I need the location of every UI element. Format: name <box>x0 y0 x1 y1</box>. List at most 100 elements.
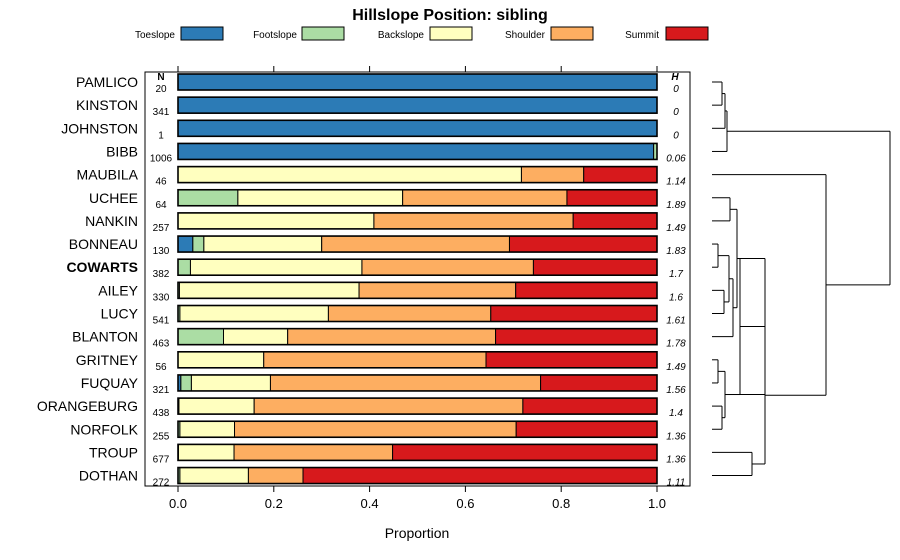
n-value-johnston: 1 <box>158 130 164 141</box>
bar-segment-uchee-summit <box>566 189 658 207</box>
plot-panel <box>144 71 691 487</box>
bar-segment-bonneau-summit <box>508 235 658 253</box>
bars <box>177 73 658 485</box>
bar-row-troup <box>177 443 658 462</box>
bar-segment-blanton-backslope <box>223 328 289 346</box>
bar-segment-cowarts-footslope <box>177 258 191 276</box>
x-tick-label-0: 0.0 <box>169 496 187 511</box>
legend-label-summit: Summit <box>625 30 659 41</box>
h-values: 0 0 0 0.06 1.14 1.89 1.49 1.83 1.7 1.6 1.61 1.78 1.4… <box>666 84 686 489</box>
bar-segment-ailey-shoulder <box>358 281 517 299</box>
bar-row-fuquay <box>177 374 658 392</box>
bar-outline-nankin <box>177 212 658 230</box>
bar-segment-blanton-shoulder <box>287 328 497 346</box>
n-column-header: N <box>157 72 164 83</box>
row-label-bibb: BIBB <box>106 143 138 159</box>
h-value-ailey: 1.6 <box>669 292 683 303</box>
bar-segment-bonneau-shoulder <box>321 235 510 253</box>
legend-label-footslope: Footslope <box>253 30 297 41</box>
bar-outline-johnston <box>177 119 658 138</box>
bar-outline-norfolk <box>177 420 658 439</box>
top-ticks <box>177 66 658 72</box>
bar-segment-norfolk-summit <box>515 420 658 438</box>
bar-segment-gritney-backslope <box>177 351 265 369</box>
h-value-bibb: 0.06 <box>666 153 686 164</box>
bar-outline-blanton <box>177 327 658 346</box>
bar-segment-bibb-toeslope <box>177 142 655 160</box>
bar-segment-nankin-backslope <box>177 212 375 230</box>
bar-segment-cowarts-shoulder <box>361 258 534 276</box>
bar-segment-dothan-backslope <box>179 467 249 485</box>
bar-row-bibb <box>177 142 658 161</box>
x-tick-label-2: 0.4 <box>361 496 379 511</box>
bar-row-nankin <box>177 212 658 230</box>
n-value-norfolk: 255 <box>153 431 170 442</box>
bar-segment-dothan-summit <box>302 467 658 485</box>
bar-segment-uchee-backslope <box>237 189 404 207</box>
legend-swatch-toeslope <box>180 26 224 41</box>
row-label-kinston: KINSTON <box>76 97 138 113</box>
h-value-orangeburg: 1.4 <box>669 408 683 419</box>
bar-row-dothan <box>177 466 658 485</box>
row-label-blanton: BLANTON <box>72 329 138 345</box>
bar-row-norfolk <box>177 420 658 439</box>
row-label-lucy: LUCY <box>101 306 139 322</box>
dendrogram <box>712 81 891 477</box>
row-label-orangeburg: ORANGEBURG <box>37 398 138 414</box>
row-label-uchee: UCHEE <box>89 190 138 206</box>
row-label-fuquay: FUQUAY <box>81 375 139 391</box>
bar-segment-uchee-shoulder <box>402 189 568 207</box>
legend-swatch-shoulder <box>550 26 594 41</box>
x-axis: 0.0 0.2 0.4 0.6 0.8 1.0 <box>169 486 666 511</box>
bar-segment-bonneau-backslope <box>203 235 323 253</box>
legend-label-shoulder: Shoulder <box>505 30 546 41</box>
legend-label-backslope: Backslope <box>378 30 425 41</box>
row-label-maubila: MAUBILA <box>77 167 139 183</box>
n-value-blanton: 463 <box>153 339 170 350</box>
bar-segment-maubila-summit <box>583 166 658 184</box>
bar-outline-maubila <box>177 165 658 184</box>
h-value-johnston: 0 <box>673 130 679 141</box>
bar-row-ailey <box>177 281 658 300</box>
bar-segment-troup-summit <box>392 443 658 461</box>
n-value-gritney: 56 <box>155 362 167 373</box>
bar-row-gritney <box>177 350 658 369</box>
n-value-cowarts: 382 <box>153 269 170 280</box>
bar-outline-troup <box>177 443 658 462</box>
bar-segment-fuquay-backslope <box>190 374 271 392</box>
bar-row-bonneau <box>177 235 658 253</box>
row-label-troup: TROUP <box>89 444 138 460</box>
h-value-uchee: 1.89 <box>666 200 686 211</box>
n-value-bonneau: 130 <box>153 246 170 257</box>
row-label-ailey: AILEY <box>98 282 138 298</box>
bar-segment-orangeburg-summit <box>522 397 658 415</box>
bar-outline-ailey <box>177 281 658 300</box>
bar-segment-ailey-summit <box>515 281 658 299</box>
bar-outline-pamlico <box>177 73 658 91</box>
bar-segment-uchee-footslope <box>177 189 239 207</box>
bar-segment-troup-backslope <box>177 443 235 461</box>
bar-outline-kinston <box>177 96 658 114</box>
bar-outline-lucy <box>177 304 658 323</box>
bar-segment-pamlico-toeslope <box>177 73 658 91</box>
bar-segment-gritney-summit <box>485 351 658 369</box>
legend-label-toeslope: Toeslope <box>135 30 175 41</box>
bar-segment-cowarts-summit <box>532 258 658 276</box>
bar-row-maubila <box>177 165 658 184</box>
bar-segment-maubila-shoulder <box>520 166 585 184</box>
bar-segment-troup-shoulder <box>233 443 394 461</box>
row-label-nankin: NANKIN <box>85 213 138 229</box>
row-label-norfolk: NORFOLK <box>70 421 138 437</box>
bar-outline-orangeburg <box>177 397 658 415</box>
bar-row-johnston <box>177 119 658 138</box>
n-value-orangeburg: 438 <box>153 408 170 419</box>
n-value-lucy: 541 <box>153 316 170 327</box>
bar-outline-bibb <box>177 142 658 161</box>
bar-row-orangeburg <box>177 397 658 415</box>
legend-swatch-summit <box>665 26 709 41</box>
h-value-norfolk: 1.36 <box>666 431 686 442</box>
n-value-ailey: 330 <box>153 292 170 303</box>
legend: Toeslope Footslope Backslope Shoulder Summit <box>135 26 709 41</box>
bar-outline-dothan <box>177 466 658 485</box>
bar-segment-norfolk-shoulder <box>234 420 517 438</box>
